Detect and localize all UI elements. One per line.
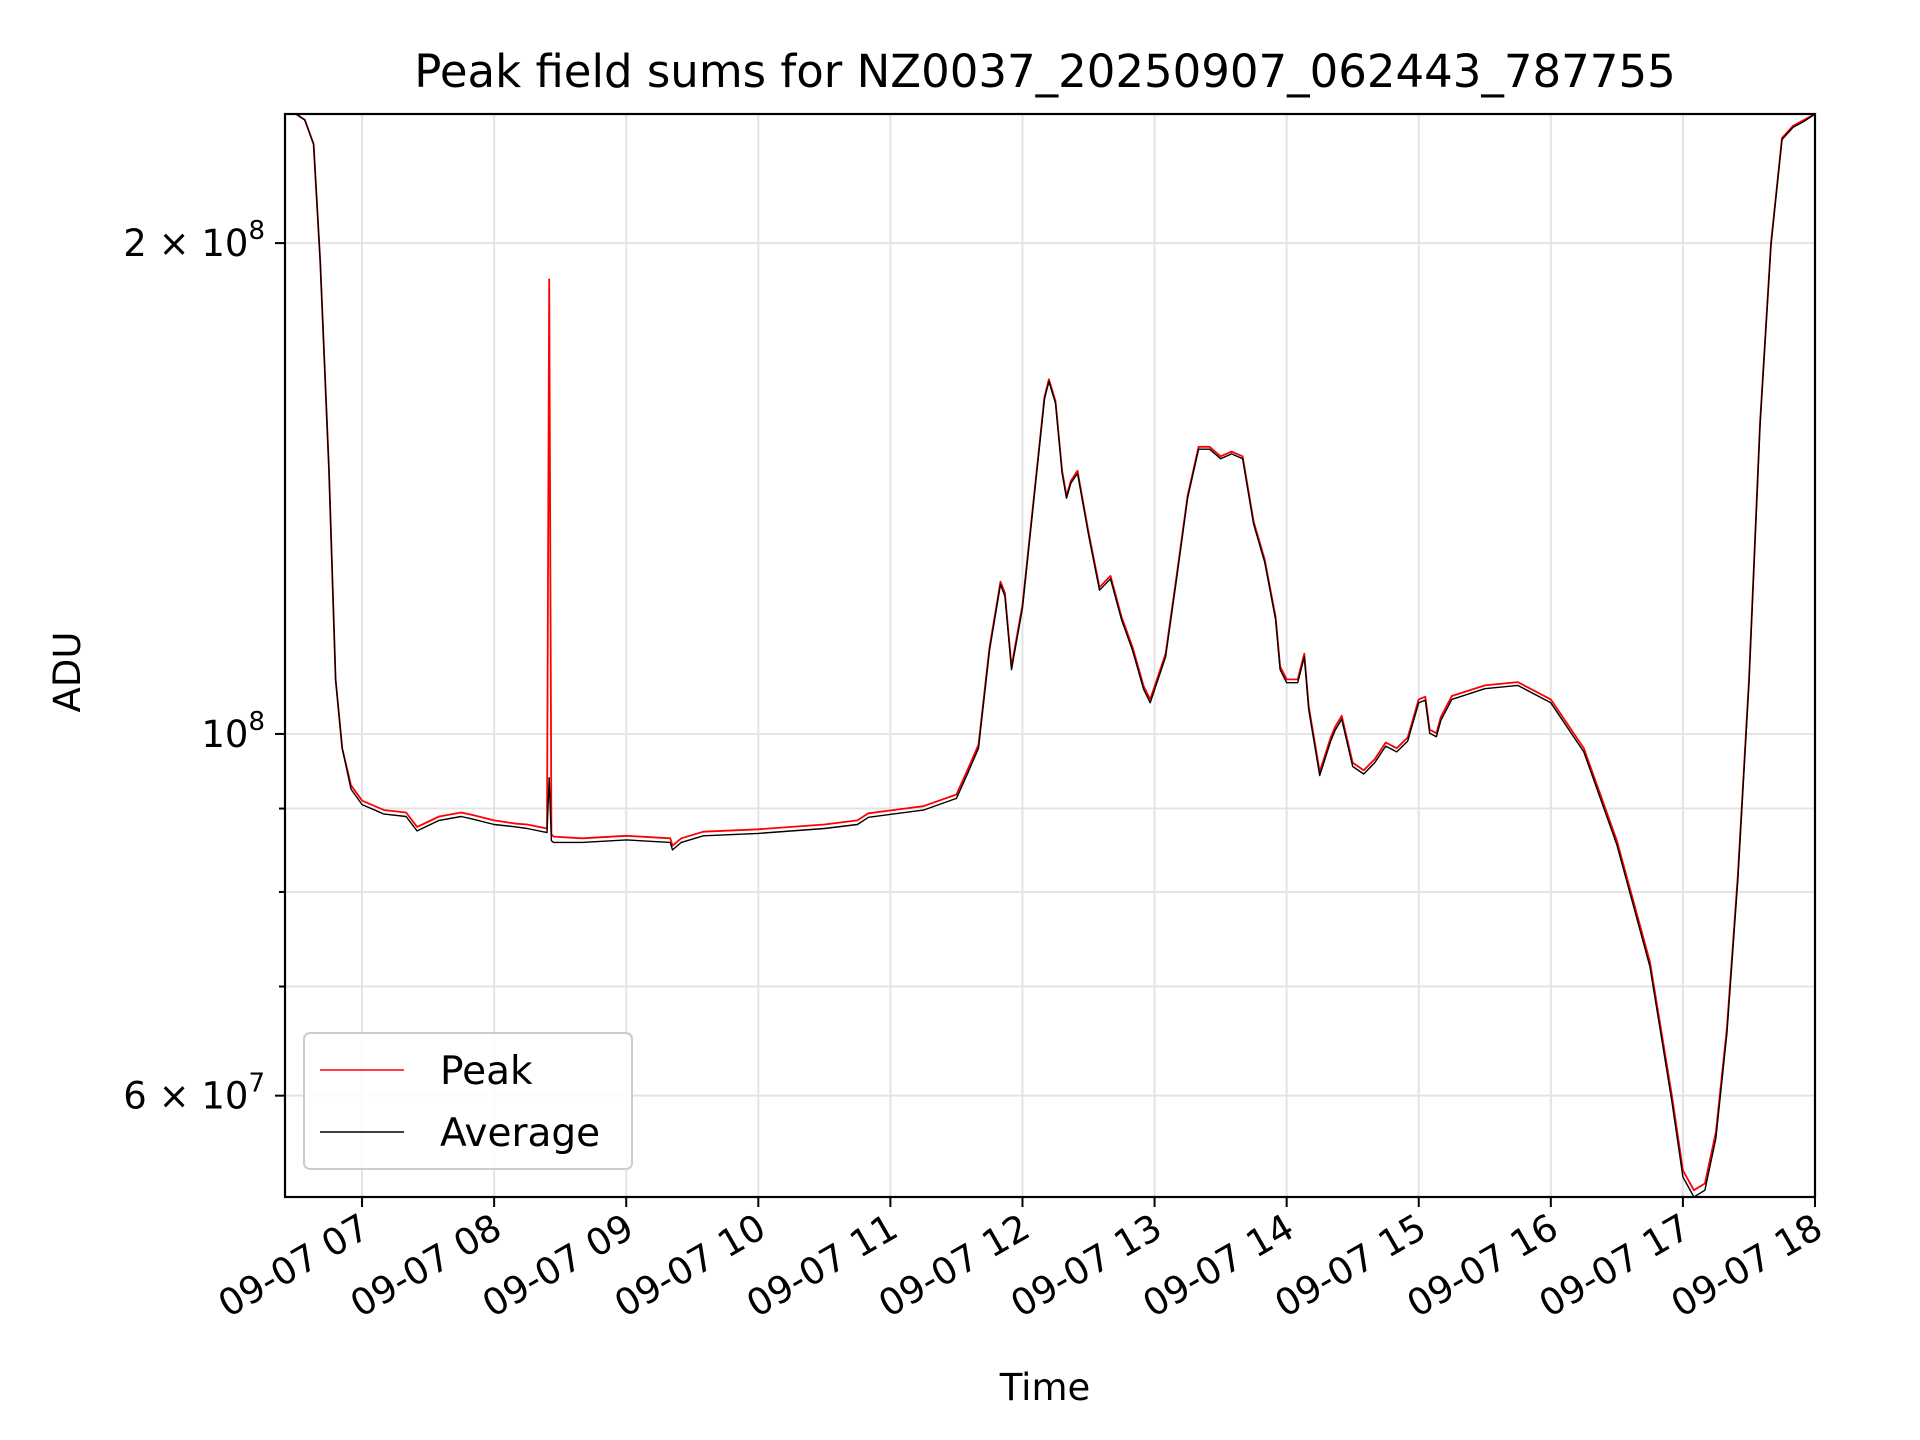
x-tick-label: 09-07 07 [211,1206,377,1326]
x-tick-label: 09-07 09 [475,1206,641,1326]
x-tick-label: 09-07 13 [1003,1206,1169,1326]
x-tick-label: 09-07 11 [739,1206,905,1326]
plot-frame [283,112,1817,1199]
x-axis-label: Time [999,1366,1091,1409]
x-tick-label: 09-07 10 [607,1206,773,1326]
x-tick-label: 09-07 08 [343,1206,509,1326]
series-line-peak [285,114,1815,1192]
y-tick-label: 2 × 108 [123,216,265,265]
x-tick-label: 09-07 15 [1268,1206,1434,1326]
y-tick-label: 108 [201,707,265,756]
x-tick-label: 09-07 16 [1400,1206,1566,1326]
plot-lines [285,114,1815,1197]
x-tick-label: 09-07 12 [871,1206,1037,1326]
x-tick-label: 09-07 18 [1664,1206,1830,1326]
legend: Peak Average [303,1032,633,1170]
legend-box [303,1032,633,1170]
chart-title: Peak field sums for NZ0037_20250907_0624… [414,45,1675,98]
y-axis-label: ADU [46,632,89,713]
legend-label-average: Average [440,1111,600,1156]
y-tick-label: 6 × 107 [123,1069,265,1118]
legend-label-peak: Peak [440,1049,533,1094]
x-tick-label: 09-07 17 [1532,1206,1698,1326]
series-line-average [285,114,1815,1197]
y-axis-ticks: 2 × 108 108 6 × 107 [123,216,285,1118]
x-tick-label: 09-07 14 [1136,1206,1302,1326]
